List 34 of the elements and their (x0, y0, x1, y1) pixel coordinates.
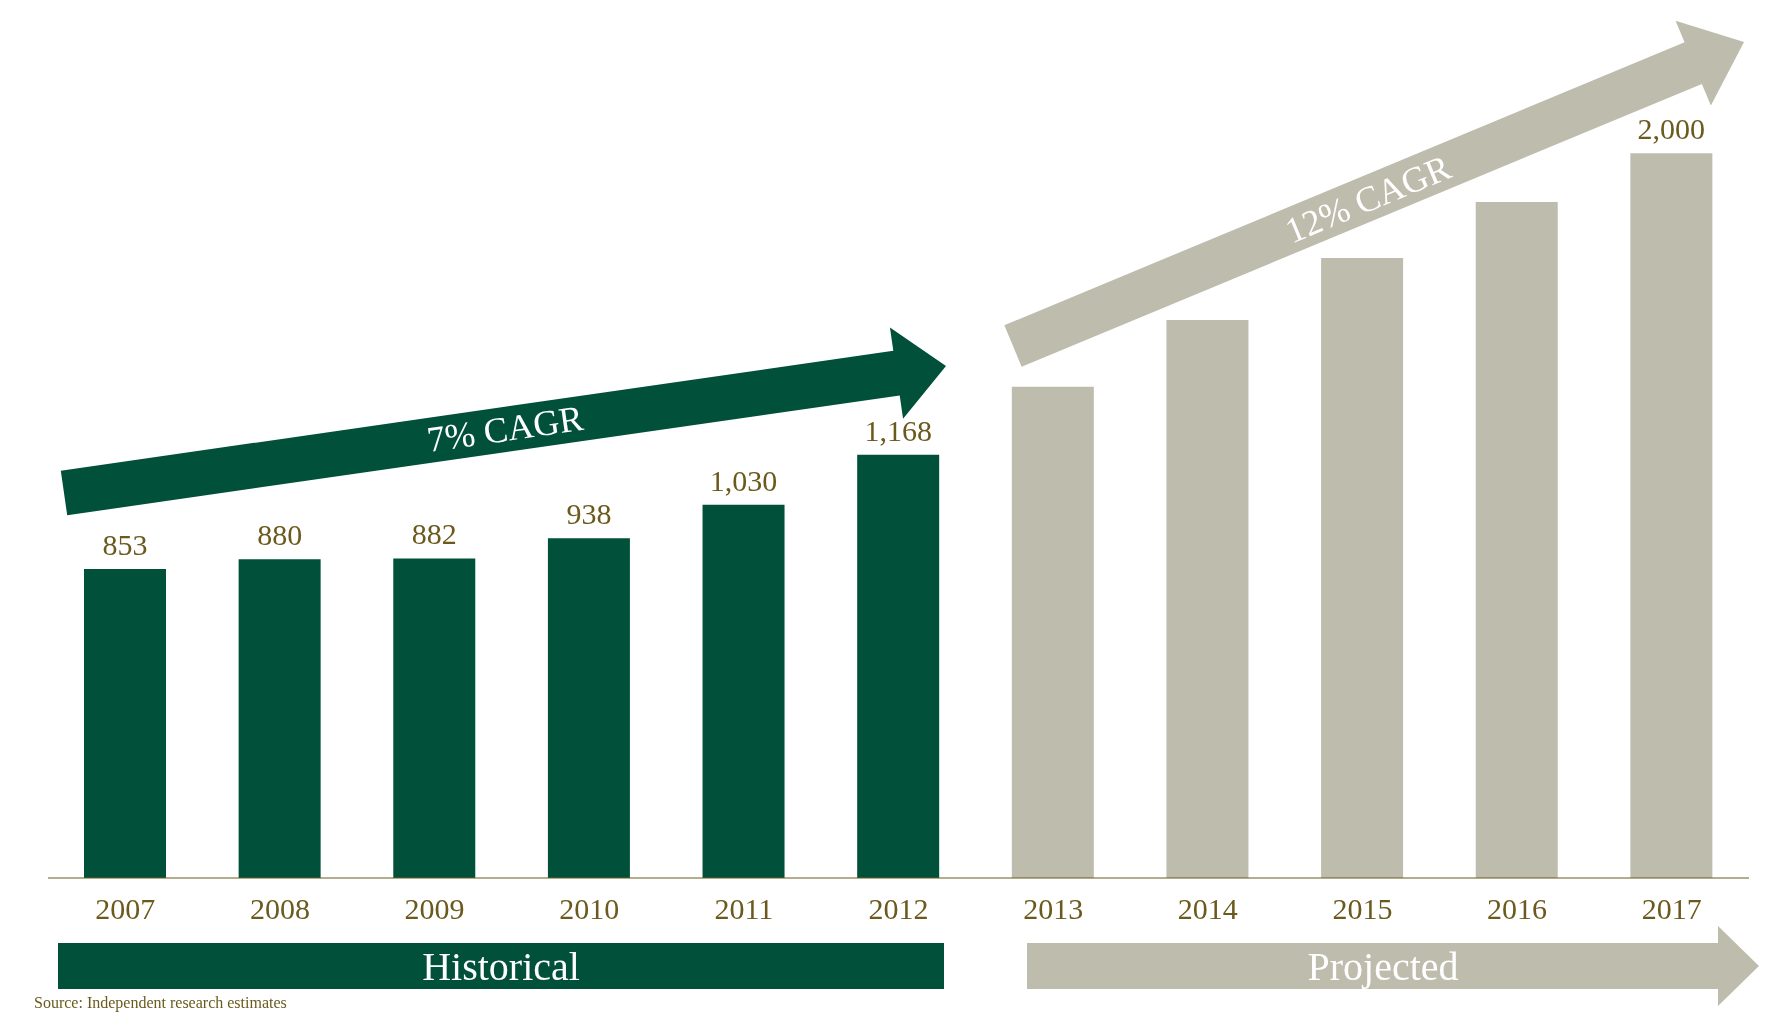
text: Projected (1307, 943, 1459, 989)
x-tick-label: 2009 (404, 892, 465, 926)
source-note: Source: Independent research estimates (34, 994, 287, 1012)
data-label: 938 (566, 497, 612, 531)
x-tick-label: 2014 (1177, 892, 1238, 926)
bar (1011, 386, 1094, 878)
x-tick-label: 2007 (95, 892, 156, 926)
bar (1166, 320, 1249, 878)
x-tick-label: 2013 (1023, 892, 1084, 926)
bar (702, 504, 785, 878)
bar (1630, 153, 1713, 878)
bar (857, 454, 940, 878)
x-tick-label: 2016 (1487, 892, 1548, 926)
x-tick-label: 2011 (714, 892, 774, 926)
data-label: 1,030 (709, 463, 778, 497)
bar (84, 568, 166, 878)
bar (393, 558, 476, 878)
bar (1321, 258, 1404, 878)
annotation: 7% CAGR (424, 398, 586, 460)
bar (238, 559, 321, 878)
data-label: 882 (411, 517, 457, 551)
text: Historical (422, 943, 580, 989)
annotation: 12% CAGR (1279, 146, 1457, 252)
data-label: 2,000 (1637, 112, 1706, 146)
x-tick-label: 2015 (1332, 892, 1393, 926)
x-tick-label: 2010 (559, 892, 620, 926)
x-tick-label: 2017 (1641, 892, 1702, 926)
data-label: 880 (257, 518, 303, 552)
bar (547, 538, 630, 878)
data-label: 853 (102, 527, 148, 561)
x-tick-label: 2008 (249, 892, 310, 926)
bar (1475, 201, 1558, 878)
x-tick-label: 2012 (868, 892, 929, 926)
data-label: 1,168 (864, 413, 932, 447)
